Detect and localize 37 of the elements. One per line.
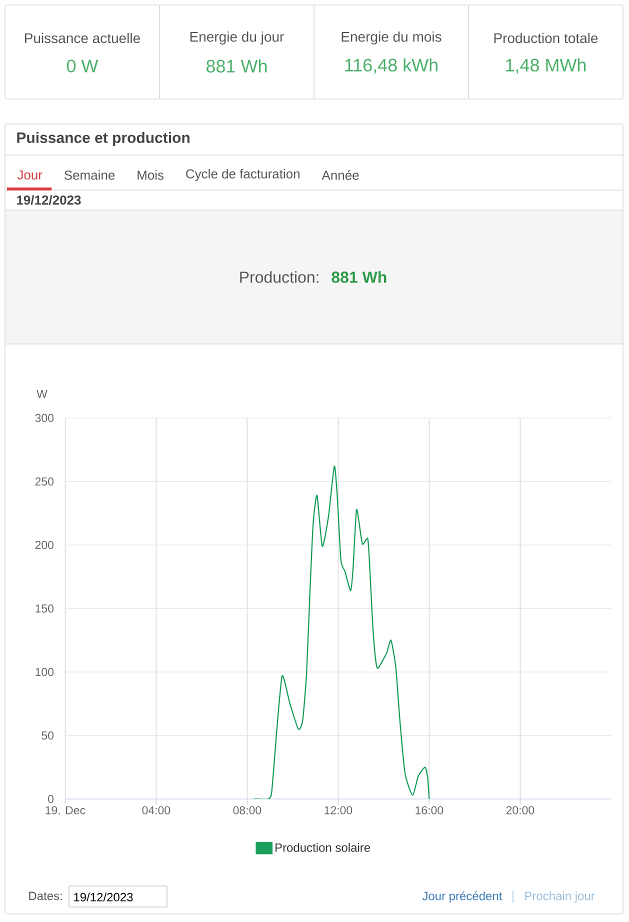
- text: Puissance actuelle: [25, 32, 140, 44]
- text: Dates:: [29, 892, 62, 900]
- y-tick-label: 150: [36, 604, 54, 613]
- x-tick-label: 16:00: [416, 806, 444, 814]
- text: 1,48 MWh: [506, 58, 586, 74]
- text: Energie du jour: [190, 31, 284, 45]
- x-tick-label: 12:00: [324, 806, 352, 814]
- text: Jour précédent: [422, 891, 502, 903]
- text: Production totale: [494, 32, 598, 44]
- text: Cycle de facturation: [186, 168, 300, 182]
- text: Année: [322, 170, 359, 180]
- text: 881 Wh: [206, 59, 267, 73]
- x-tick-label: 04:00: [142, 806, 170, 814]
- y-tick-label: 300: [35, 414, 54, 422]
- text: 0 W: [66, 60, 98, 72]
- x-tick-label: 20:00: [506, 806, 534, 814]
- y-tick-label: 0: [48, 794, 54, 804]
- text: 881 Wh: [332, 271, 386, 283]
- text: Energie du mois: [342, 31, 442, 45]
- y-tick-label: 250: [35, 477, 54, 486]
- text: Production:: [240, 271, 318, 283]
- text: Prochain jour: [525, 891, 595, 903]
- chart-subtitle: 19/12/2023: [17, 195, 81, 205]
- y-tick-label: 200: [35, 540, 54, 550]
- text: 116,48 kWh: [345, 58, 438, 74]
- y-tick-label: 50: [42, 731, 54, 740]
- text: Jour: [17, 170, 42, 180]
- text: 19/12/2023: [74, 892, 133, 902]
- x-tick-label: 08:00: [233, 806, 262, 814]
- text: Mois: [138, 170, 164, 180]
- line-series: [254, 466, 430, 799]
- x-tick-label: 19. Dec: [46, 806, 86, 814]
- legend-label: Production solaire: [276, 843, 370, 852]
- text: Semaine: [64, 170, 115, 180]
- y-axis-title: W: [36, 390, 48, 398]
- chart-title: Puissance et production: [17, 132, 190, 146]
- y-tick-label: 100: [36, 668, 54, 676]
